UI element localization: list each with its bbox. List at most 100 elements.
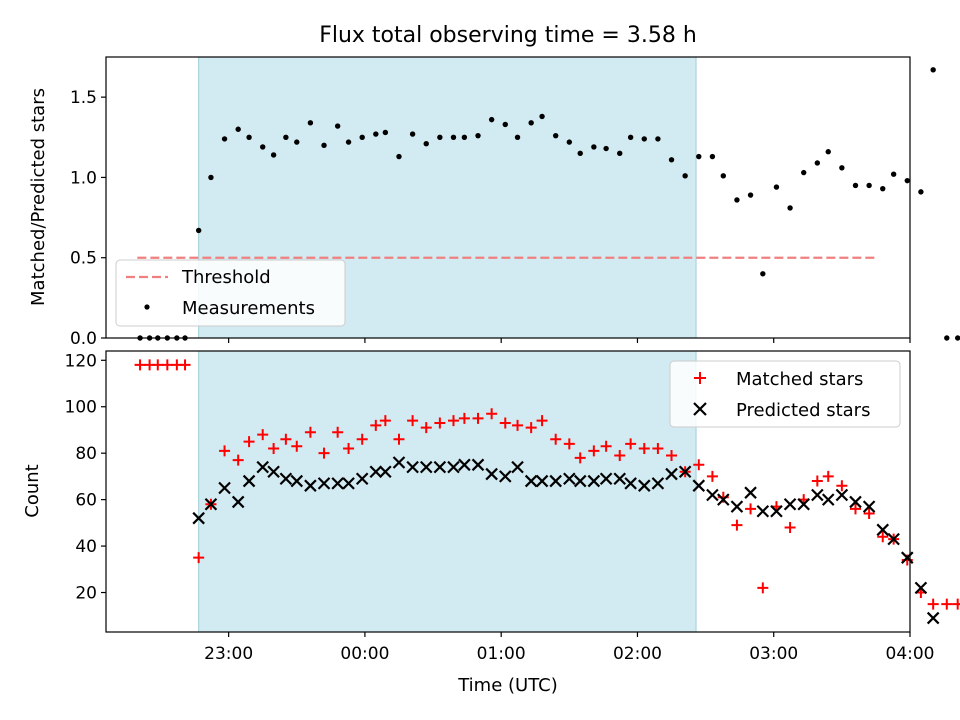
measurement-point	[334, 123, 341, 129]
predicted-star-point	[926, 611, 940, 625]
measurement-point	[475, 132, 481, 139]
matched-star-point	[525, 422, 537, 434]
y-tick-label: 0.5	[70, 249, 97, 269]
legend-predicted-label: Predicted stars	[736, 400, 870, 421]
y-tick-label: 1.5	[70, 88, 97, 108]
y-tick-label: 80	[75, 444, 97, 464]
measurement-point	[747, 192, 754, 198]
matched-star-point	[379, 415, 391, 427]
predicted-star-point	[573, 474, 587, 488]
matched-star-point	[849, 503, 861, 515]
matched-star-point	[731, 519, 743, 531]
matched-star-point	[232, 454, 244, 466]
matched-star-point	[257, 429, 269, 441]
matched-star-point	[304, 426, 316, 438]
matched-star-point	[614, 450, 626, 462]
matched-star-point	[420, 422, 432, 434]
predicted-star-point	[651, 477, 665, 490]
measurement-point	[930, 67, 936, 73]
measurement-point	[294, 139, 300, 145]
predicted-star-point	[433, 460, 447, 474]
y-tick-label: 1.0	[70, 168, 97, 188]
measurement-point	[450, 134, 457, 140]
predicted-star-point	[458, 458, 471, 472]
predicted-star-point	[317, 477, 331, 490]
measurement-point	[514, 134, 521, 140]
predicted-star-point	[419, 460, 433, 474]
predicted-star-point	[730, 500, 744, 513]
matched-star-point	[179, 359, 191, 371]
legend-matched-swatch	[694, 372, 706, 384]
top-legend: Threshold Measurements	[115, 259, 346, 327]
y-tick-label: 60	[75, 491, 97, 511]
legend-predicted-swatch	[693, 402, 707, 416]
measurement-point	[591, 144, 597, 150]
matched-star-point	[877, 531, 889, 543]
predicted-star-point	[862, 500, 876, 513]
matched-star-point	[706, 470, 718, 482]
matched-star-point	[941, 598, 953, 610]
measurement-point	[396, 153, 402, 160]
measurement-point	[852, 182, 859, 189]
y-tick-label: 20	[75, 584, 97, 604]
matched-star-point	[638, 443, 650, 455]
measurement-point	[814, 160, 821, 166]
x-tick-label: 04:00	[886, 644, 935, 664]
top-x-ticks	[228, 338, 911, 343]
predicted-star-point	[447, 460, 460, 474]
matched-star-point	[811, 475, 823, 487]
matched-star-point	[370, 419, 382, 431]
matched-star-point	[588, 445, 600, 457]
matched-star-point	[243, 436, 255, 448]
measurement-point	[773, 184, 780, 190]
matched-star-point	[134, 359, 146, 371]
measurement-point	[566, 139, 573, 145]
matched-star-point	[447, 415, 459, 427]
measurement-point	[235, 126, 241, 132]
measurement-point	[617, 150, 623, 157]
measurement-point	[880, 185, 886, 192]
top-y-axis-label: Matched/Predicted stars	[28, 88, 49, 306]
measurement-point	[760, 271, 766, 277]
matched-star-point	[952, 598, 960, 610]
y-tick-label: 0.0	[70, 329, 97, 349]
top-panel: 0.0 0.5 1.0 1.5 Matched/Predicted stars Thr…	[28, 56, 960, 349]
predicted-star-point	[218, 481, 231, 495]
measurement-point	[260, 144, 266, 150]
measurement-point	[709, 153, 716, 160]
measurement-point	[373, 131, 379, 137]
measurement-point	[696, 153, 702, 160]
x-tick-label: 02:00	[613, 644, 662, 664]
predicted-star-point	[267, 465, 280, 479]
measurement-point	[668, 157, 675, 163]
predicted-star-point	[744, 486, 757, 499]
y-tick-label: 120	[65, 351, 97, 371]
predicted-star-point	[797, 497, 810, 511]
measurement-point	[345, 139, 352, 145]
predicted-star-point	[835, 488, 849, 502]
bottom-axes-frame	[105, 350, 911, 633]
measurement-point	[839, 165, 845, 171]
top-axes-frame	[105, 56, 911, 339]
matched-star-point	[666, 450, 678, 462]
measurement-point	[208, 174, 214, 181]
measurement-point	[321, 142, 327, 149]
predicted-star-point	[379, 465, 392, 479]
matched-star-point	[512, 419, 524, 431]
measurement-point	[720, 173, 727, 179]
legend-measurements-label: Measurements	[182, 298, 315, 319]
matched-star-point	[693, 459, 705, 471]
measurement-point	[359, 134, 365, 140]
x-tick-label: 23:00	[204, 644, 253, 664]
matched-star-point	[268, 443, 280, 455]
predicted-star-point	[535, 474, 549, 488]
matched-star-point	[343, 443, 355, 455]
bottom-y-axis-label: Count	[22, 464, 43, 517]
matched-star-point	[332, 426, 344, 438]
predicted-star-point	[706, 488, 719, 502]
measurement-point	[787, 205, 793, 211]
measurement-points	[137, 67, 960, 341]
matched-star-point	[836, 480, 848, 492]
matched-star-point	[152, 359, 164, 371]
predicted-star-point	[613, 472, 627, 486]
